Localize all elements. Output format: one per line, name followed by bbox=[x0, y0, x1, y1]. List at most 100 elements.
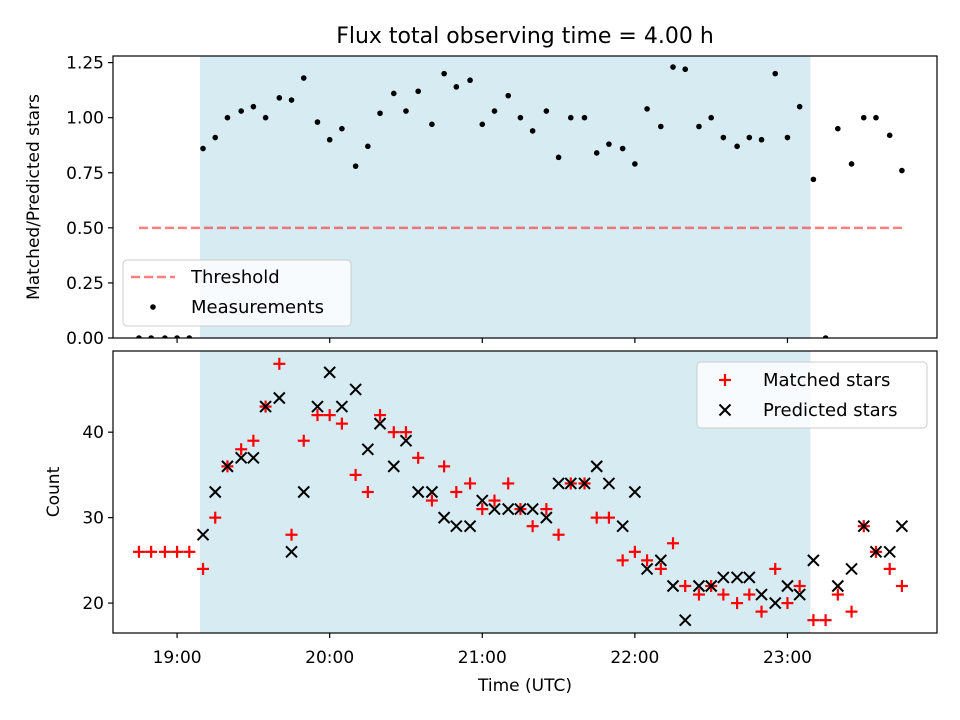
legend: Threshold Measurements bbox=[122, 259, 352, 327]
predicted-star-point bbox=[590, 460, 603, 473]
matched-star-point bbox=[197, 562, 210, 575]
matched-star-point bbox=[883, 562, 896, 575]
matched-star-point bbox=[667, 537, 680, 550]
measurement-point bbox=[505, 92, 512, 99]
predicted-star-point bbox=[564, 477, 577, 490]
measurement-point bbox=[467, 77, 473, 84]
matched-star-point bbox=[807, 614, 820, 627]
ratio-panel: 0.00 0.25 0.50 0.75 1.00 1.25 Threshold Measure… bbox=[66, 54, 938, 349]
y-tick-label: 0.50 bbox=[66, 219, 104, 239]
matched-star-point bbox=[793, 580, 806, 592]
measurement-point bbox=[390, 90, 397, 97]
measurement-point bbox=[708, 114, 714, 121]
matched-star-point bbox=[235, 443, 248, 456]
measurement-point bbox=[835, 125, 841, 132]
measurement-point bbox=[174, 335, 180, 338]
measurement-point bbox=[796, 103, 803, 110]
matched-star-point bbox=[602, 511, 615, 524]
matched-star-point bbox=[361, 486, 374, 498]
predicted-star-point bbox=[793, 588, 806, 601]
measurement-point bbox=[810, 176, 817, 183]
x-tick-label: 19:00 bbox=[153, 648, 202, 668]
predicted-star-point bbox=[234, 451, 248, 465]
matched-star-point bbox=[476, 503, 489, 516]
matched-star-point bbox=[488, 494, 501, 507]
measurement-point bbox=[441, 70, 447, 77]
matched-star-point bbox=[374, 409, 387, 422]
predicted-star-point bbox=[349, 383, 362, 396]
x-axis-label: Time (UTC) bbox=[477, 676, 572, 696]
measurement-point bbox=[365, 143, 371, 150]
predicted-star-point bbox=[883, 545, 896, 559]
y-tick-label: 20 bbox=[82, 594, 104, 614]
predicted-star-point bbox=[602, 477, 616, 490]
y-tick-label: 40 bbox=[82, 423, 104, 443]
predicted-star-point bbox=[755, 588, 768, 601]
measurement-point bbox=[644, 106, 650, 112]
x-tick-label: 20:00 bbox=[305, 648, 354, 668]
predicted-star-point bbox=[196, 528, 210, 541]
measurement-point bbox=[822, 335, 829, 338]
matched-star-point bbox=[895, 580, 908, 592]
measurement-point bbox=[339, 125, 345, 132]
predicted-star-point bbox=[895, 519, 909, 533]
predicted-star-point bbox=[502, 502, 515, 516]
matched-star-point bbox=[247, 434, 260, 447]
predicted-star-point bbox=[335, 400, 349, 413]
x-tick-label: 22:00 bbox=[610, 648, 659, 668]
y-tick-label: 1.00 bbox=[66, 109, 104, 129]
matched-star-point bbox=[628, 545, 641, 558]
y-tick-label: 30 bbox=[82, 509, 104, 529]
matched-star-point bbox=[679, 580, 692, 592]
measurement-point bbox=[746, 134, 753, 141]
ratio-y-axis-label: Matched/Predicted stars bbox=[24, 94, 44, 300]
measurement-point bbox=[658, 123, 664, 130]
measurement-point bbox=[860, 114, 867, 121]
matched-star-point bbox=[158, 545, 171, 558]
predicted-star-point bbox=[807, 554, 820, 567]
count-y-axis-label: Count bbox=[44, 466, 64, 517]
predicted-star-point bbox=[616, 519, 629, 533]
measurement-point bbox=[682, 66, 689, 73]
predicted-star-point bbox=[387, 460, 400, 473]
measurement-point bbox=[899, 167, 905, 174]
legend-measurements-swatch bbox=[150, 304, 156, 310]
matched-star-point bbox=[781, 597, 794, 610]
predicted-star-point bbox=[692, 579, 706, 593]
matched-star-point bbox=[502, 477, 515, 490]
predicted-star-point bbox=[247, 451, 260, 465]
matched-star-point bbox=[540, 503, 553, 516]
predicted-star-point bbox=[781, 579, 794, 593]
matched-star-point bbox=[171, 545, 184, 558]
matched-star-point bbox=[399, 426, 412, 439]
measurement-point bbox=[352, 163, 359, 169]
matched-star-point bbox=[590, 511, 603, 524]
legend-matched-label: Matched stars bbox=[763, 370, 890, 391]
y-tick-label: 1.25 bbox=[66, 54, 104, 74]
predicted-star-point bbox=[743, 571, 756, 584]
predicted-star-point bbox=[323, 366, 336, 379]
matched-star-point bbox=[464, 477, 477, 490]
measurement-point bbox=[148, 335, 154, 338]
predicted-star-point bbox=[463, 519, 477, 533]
predicted-star-point bbox=[425, 485, 439, 499]
predicted-star-point bbox=[730, 571, 744, 584]
matched-star-point bbox=[438, 460, 451, 473]
measurement-point bbox=[314, 119, 321, 125]
predicted-star-point bbox=[209, 485, 222, 499]
matched-star-point bbox=[526, 520, 539, 533]
measurement-point bbox=[162, 335, 168, 338]
matched-star-point bbox=[552, 528, 565, 541]
measurement-point bbox=[529, 128, 536, 134]
measurement-point bbox=[848, 161, 855, 167]
legend-box bbox=[696, 361, 928, 429]
measurement-point bbox=[670, 64, 676, 70]
legend-matched-swatch bbox=[719, 374, 731, 386]
matched-star-point bbox=[425, 494, 438, 507]
x-tick-label: 23:00 bbox=[763, 648, 812, 668]
measurement-point bbox=[262, 114, 269, 121]
measurement-point bbox=[758, 136, 765, 143]
predicted-star-point bbox=[717, 571, 730, 584]
predicted-star-point bbox=[679, 613, 692, 627]
